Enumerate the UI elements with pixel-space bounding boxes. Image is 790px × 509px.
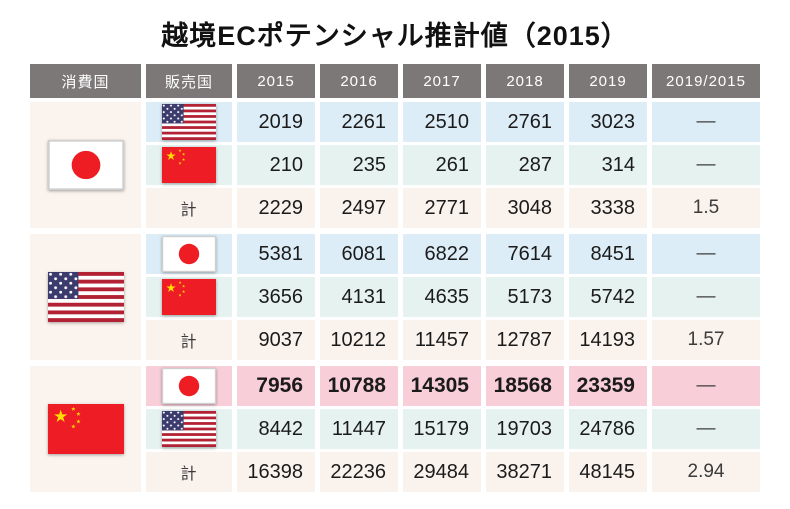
china-flag-icon [162,279,216,315]
total-value-cell: 3048 [486,188,564,228]
page: 越境ECポテンシャル推計値（2015） 消費国 販売国 2015 2016 20… [0,14,790,509]
header-2018: 2018 [486,64,564,98]
page-title: 越境ECポテンシャル推計値（2015） [161,21,629,51]
total-value-cell: 14193 [569,320,647,360]
total-value-cell: 9037 [237,320,315,360]
value-cell: 2261 [320,102,398,142]
seller-cell-china [146,145,232,185]
ec-potential-table: 消費国 販売国 2015 2016 2017 2018 2019 2019/20… [30,64,760,492]
ratio-cell: 2.94 [652,452,760,492]
china-flag-icon [162,147,216,183]
value-cell: 3023 [569,102,647,142]
value-cell: 3656 [237,277,315,317]
usa-flag-icon [162,104,216,140]
total-value-cell: 29484 [403,452,481,492]
consumer-cell-usa [30,234,141,360]
value-cell-highlight: 18568 [486,366,564,406]
seller-cell-japan-highlight [146,366,232,406]
seller-cell-usa [146,409,232,449]
ratio-cell: — [652,145,760,185]
header-2017: 2017 [403,64,481,98]
japan-flag-icon [47,140,124,190]
seller-cell-usa [146,102,232,142]
total-value-cell: 3338 [569,188,647,228]
total-value-cell: 11457 [403,320,481,360]
seller-cell-japan [146,234,232,274]
header-seller-country: 販売国 [146,64,232,98]
value-cell: 261 [403,145,481,185]
ratio-cell: 1.57 [652,320,760,360]
value-cell-highlight: 23359 [569,366,647,406]
seller-cell-china [146,277,232,317]
group-consumer-china: 7956 10788 14305 18568 23359 — 8442 1144… [30,366,760,492]
japan-flag-icon [162,236,216,272]
total-value-cell: 12787 [486,320,564,360]
japan-flag-icon [162,368,216,404]
ratio-cell: — [652,366,760,406]
value-cell-highlight: 10788 [320,366,398,406]
total-value-cell: 2771 [403,188,481,228]
value-cell: 4131 [320,277,398,317]
value-cell: 19703 [486,409,564,449]
total-value-cell: 2497 [320,188,398,228]
total-label-cell: 計 [146,320,232,360]
value-cell: 4635 [403,277,481,317]
value-cell: 6081 [320,234,398,274]
total-value-cell: 38271 [486,452,564,492]
consumer-cell-japan [30,102,141,228]
usa-flag-icon [47,272,124,322]
header-consumer-country: 消費国 [30,64,141,98]
ratio-cell: — [652,234,760,274]
value-cell: 8451 [569,234,647,274]
header-2016: 2016 [320,64,398,98]
group-consumer-japan: 2019 2261 2510 2761 3023 — 210 235 261 2… [30,102,760,228]
consumer-cell-china [30,366,141,492]
ratio-cell: — [652,277,760,317]
header-ratio-2019-2015: 2019/2015 [652,64,760,98]
value-cell: 7614 [486,234,564,274]
value-cell: 5173 [486,277,564,317]
value-cell: 2510 [403,102,481,142]
usa-flag-icon [162,411,216,447]
table-header-row: 消費国 販売国 2015 2016 2017 2018 2019 2019/20… [30,64,760,98]
total-label-cell: 計 [146,188,232,228]
value-cell-highlight: 14305 [403,366,481,406]
value-cell: 2761 [486,102,564,142]
value-cell: 24786 [569,409,647,449]
group-consumer-usa: 5381 6081 6822 7614 8451 — 3656 4131 463… [30,234,760,360]
total-label-cell: 計 [146,452,232,492]
header-2019: 2019 [569,64,647,98]
value-cell: 287 [486,145,564,185]
value-cell: 5381 [237,234,315,274]
total-value-cell: 2229 [237,188,315,228]
value-cell: 11447 [320,409,398,449]
value-cell: 6822 [403,234,481,274]
value-cell-highlight: 7956 [237,366,315,406]
value-cell: 2019 [237,102,315,142]
china-flag-icon [47,404,124,454]
header-2015: 2015 [237,64,315,98]
ratio-cell: — [652,102,760,142]
value-cell: 8442 [237,409,315,449]
total-value-cell: 16398 [237,452,315,492]
value-cell: 314 [569,145,647,185]
total-value-cell: 48145 [569,452,647,492]
value-cell: 235 [320,145,398,185]
total-value-cell: 10212 [320,320,398,360]
value-cell: 15179 [403,409,481,449]
total-value-cell: 22236 [320,452,398,492]
value-cell: 210 [237,145,315,185]
ratio-cell: — [652,409,760,449]
ratio-cell: 1.5 [652,188,760,228]
value-cell: 5742 [569,277,647,317]
